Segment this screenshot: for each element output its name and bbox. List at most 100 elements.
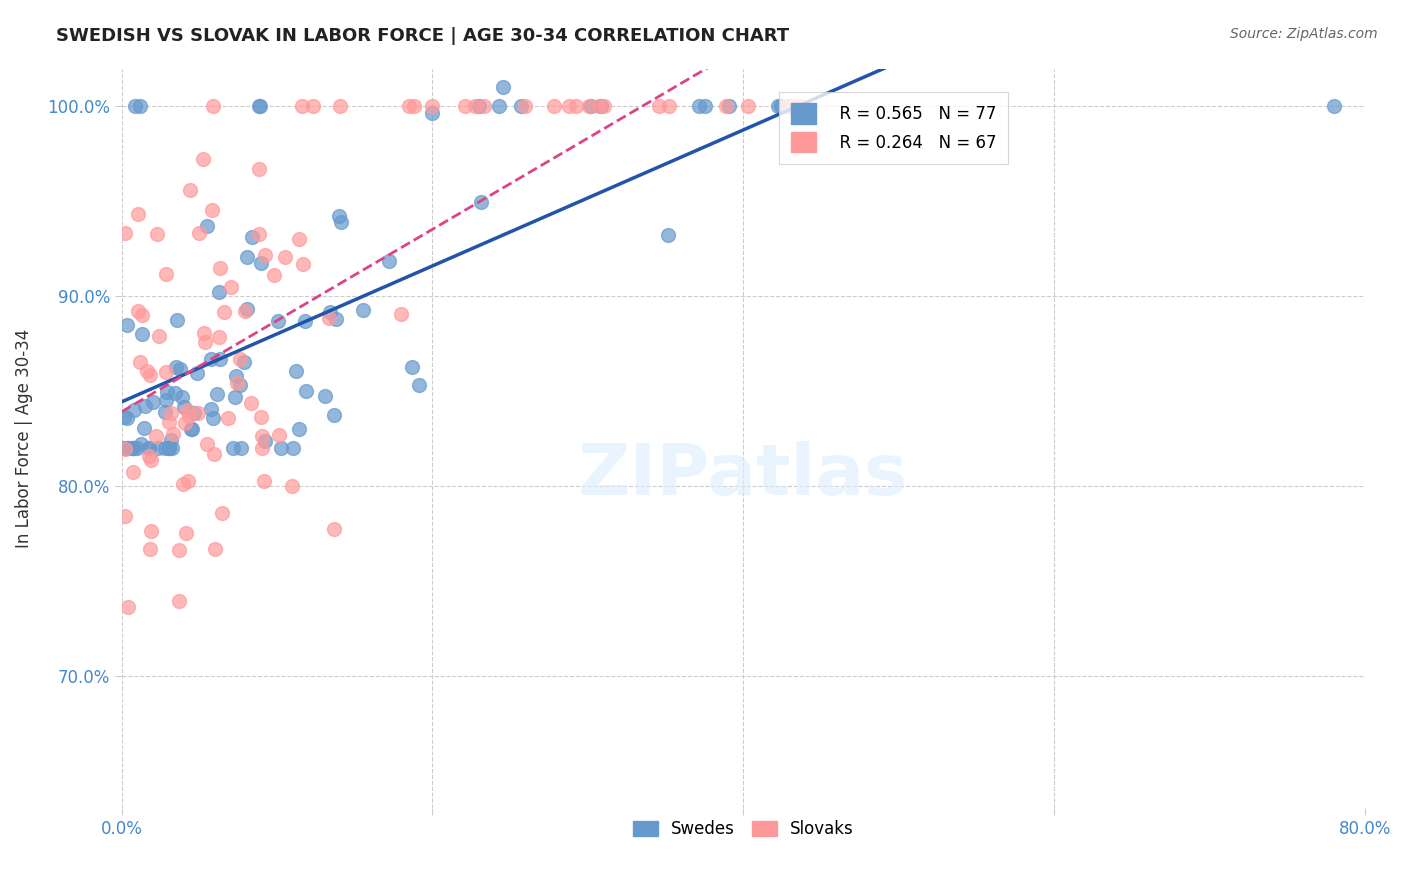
Point: [233, 304, 256, 318]
Point: [122, 441, 145, 455]
Point: [468, 99, 491, 113]
Point: [657, 227, 679, 242]
Point: [319, 305, 342, 319]
Point: [197, 219, 219, 233]
Point: [294, 314, 316, 328]
Point: [221, 441, 243, 455]
Point: [254, 248, 277, 262]
Point: [176, 403, 198, 417]
Point: [302, 99, 325, 113]
Point: [153, 441, 176, 455]
Point: [695, 99, 717, 113]
Point: [155, 365, 177, 379]
Point: [187, 227, 209, 241]
Point: [254, 434, 277, 448]
Point: [716, 99, 738, 113]
Point: [159, 405, 181, 419]
Point: [249, 99, 271, 113]
Point: [236, 302, 259, 317]
Point: [389, 307, 412, 321]
Point: [155, 404, 177, 418]
Point: [159, 434, 181, 448]
Text: Source: ZipAtlas.com: Source: ZipAtlas.com: [1230, 27, 1378, 41]
Point: [233, 355, 256, 369]
Point: [209, 352, 232, 367]
Point: [208, 285, 231, 299]
Point: [127, 207, 149, 221]
Point: [688, 99, 710, 113]
Point: [290, 99, 312, 113]
Point: [124, 99, 146, 113]
Point: [648, 99, 671, 113]
Point: [186, 366, 208, 380]
Point: [770, 99, 793, 113]
Point: [250, 256, 273, 270]
Point: [288, 422, 311, 436]
Point: [177, 474, 200, 488]
Point: [159, 441, 181, 455]
Point: [328, 209, 350, 223]
Point: [138, 449, 160, 463]
Point: [221, 280, 243, 294]
Point: [132, 421, 155, 435]
Point: [323, 408, 346, 422]
Point: [225, 369, 247, 384]
Point: [177, 409, 200, 424]
Point: [200, 352, 222, 367]
Point: [115, 441, 138, 455]
Point: [789, 99, 811, 113]
Point: [454, 99, 477, 113]
Point: [195, 436, 218, 450]
Point: [543, 99, 565, 113]
Point: [181, 422, 204, 436]
Point: [318, 310, 340, 325]
Point: [187, 406, 209, 420]
Point: [193, 326, 215, 341]
Point: [163, 385, 186, 400]
Point: [593, 99, 616, 113]
Point: [579, 99, 602, 113]
Point: [292, 257, 315, 271]
Text: SWEDISH VS SLOVAK IN LABOR FORCE | AGE 30-34 CORRELATION CHART: SWEDISH VS SLOVAK IN LABOR FORCE | AGE 3…: [56, 27, 789, 45]
Point: [139, 524, 162, 539]
Point: [112, 409, 135, 424]
Point: [129, 437, 152, 451]
Point: [217, 411, 239, 425]
Point: [269, 427, 291, 442]
Point: [231, 441, 253, 455]
Point: [776, 99, 799, 113]
Point: [329, 99, 352, 113]
Point: [240, 396, 263, 410]
Point: [155, 392, 177, 407]
Legend: Swedes, Slovaks: Swedes, Slovaks: [626, 814, 860, 845]
Point: [166, 313, 188, 327]
Point: [134, 399, 156, 413]
Point: [588, 99, 610, 113]
Point: [128, 99, 150, 113]
Point: [112, 441, 135, 455]
Point: [578, 99, 600, 113]
Point: [127, 304, 149, 318]
Point: [378, 254, 401, 268]
Point: [122, 402, 145, 417]
Point: [783, 99, 806, 113]
Text: ZIPatlas: ZIPatlas: [578, 441, 908, 510]
Point: [589, 99, 612, 113]
Point: [170, 390, 193, 404]
Point: [270, 441, 292, 455]
Point: [129, 355, 152, 369]
Point: [420, 99, 443, 113]
Point: [131, 308, 153, 322]
Point: [114, 508, 136, 523]
Point: [136, 364, 159, 378]
Point: [263, 268, 285, 282]
Point: [200, 402, 222, 417]
Point: [183, 406, 205, 420]
Point: [167, 543, 190, 558]
Point: [201, 202, 224, 217]
Point: [142, 394, 165, 409]
Point: [174, 417, 197, 431]
Point: [169, 593, 191, 607]
Point: [138, 441, 160, 455]
Point: [191, 152, 214, 166]
